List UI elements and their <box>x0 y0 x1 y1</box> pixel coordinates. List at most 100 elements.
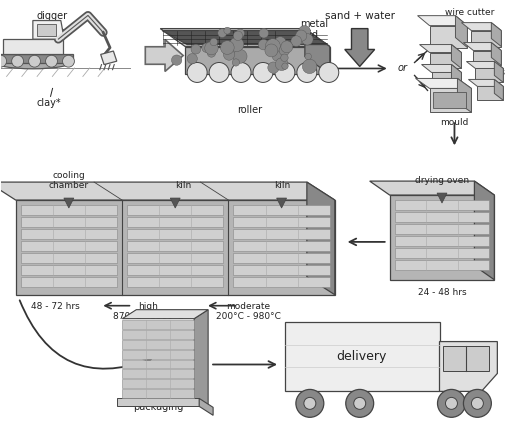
Circle shape <box>274 37 286 49</box>
Bar <box>233 265 330 275</box>
Circle shape <box>172 55 182 65</box>
Circle shape <box>354 398 366 409</box>
Bar <box>395 248 489 258</box>
Bar <box>395 212 489 222</box>
Polygon shape <box>194 310 208 407</box>
Bar <box>127 265 223 275</box>
Polygon shape <box>439 341 497 391</box>
Circle shape <box>253 62 273 82</box>
Polygon shape <box>477 87 503 100</box>
Polygon shape <box>421 65 461 73</box>
Text: bricks: bricks <box>478 68 505 77</box>
Polygon shape <box>476 68 503 82</box>
Bar <box>127 253 223 263</box>
Circle shape <box>191 44 201 54</box>
Text: digger: digger <box>37 11 68 21</box>
Polygon shape <box>122 310 208 319</box>
Bar <box>127 229 223 239</box>
Text: high: high <box>138 302 158 311</box>
Text: wire cutter: wire cutter <box>445 8 494 16</box>
Polygon shape <box>434 90 461 104</box>
Circle shape <box>62 55 74 67</box>
Circle shape <box>296 33 307 44</box>
Polygon shape <box>466 62 503 68</box>
Bar <box>122 349 194 359</box>
Bar <box>122 360 194 368</box>
Polygon shape <box>416 78 472 88</box>
Circle shape <box>291 36 302 46</box>
Bar <box>127 217 223 227</box>
Text: kiln: kiln <box>175 181 191 190</box>
Circle shape <box>282 63 288 69</box>
Text: sand + water: sand + water <box>325 11 395 21</box>
Polygon shape <box>276 198 287 208</box>
Circle shape <box>279 45 290 56</box>
Text: 200°C - 980°C: 200°C - 980°C <box>216 312 281 321</box>
Polygon shape <box>432 73 461 87</box>
Circle shape <box>202 43 211 52</box>
Circle shape <box>229 37 244 51</box>
Polygon shape <box>16 200 335 295</box>
Bar <box>233 217 330 227</box>
Bar <box>122 330 194 338</box>
Circle shape <box>218 29 227 38</box>
Bar <box>233 277 330 287</box>
Polygon shape <box>472 31 501 46</box>
Circle shape <box>268 62 279 73</box>
Polygon shape <box>199 398 213 415</box>
Text: drying oven: drying oven <box>415 176 470 185</box>
Circle shape <box>304 398 316 409</box>
Circle shape <box>223 49 234 60</box>
Bar <box>117 398 199 406</box>
Circle shape <box>281 54 288 62</box>
Ellipse shape <box>0 54 73 69</box>
Polygon shape <box>160 29 330 46</box>
Bar <box>122 379 194 388</box>
Polygon shape <box>345 29 375 67</box>
Circle shape <box>295 30 307 41</box>
Circle shape <box>210 38 218 46</box>
Polygon shape <box>430 88 472 112</box>
Polygon shape <box>101 51 117 65</box>
Bar <box>20 265 117 275</box>
Circle shape <box>259 28 269 38</box>
Bar <box>122 319 194 329</box>
Circle shape <box>12 55 24 67</box>
Circle shape <box>438 390 465 417</box>
Polygon shape <box>424 84 461 90</box>
Polygon shape <box>418 16 467 26</box>
Polygon shape <box>433 92 466 108</box>
Bar <box>395 236 489 246</box>
Circle shape <box>272 51 283 61</box>
Bar <box>122 370 194 379</box>
Circle shape <box>305 53 311 60</box>
Polygon shape <box>162 31 328 45</box>
Polygon shape <box>492 23 501 46</box>
Bar <box>395 224 489 234</box>
Polygon shape <box>3 39 62 54</box>
Text: moderate: moderate <box>226 302 270 311</box>
Circle shape <box>445 398 457 409</box>
Polygon shape <box>495 62 503 82</box>
Circle shape <box>297 62 317 82</box>
Text: clay*: clay* <box>36 98 61 108</box>
Circle shape <box>187 54 197 64</box>
Polygon shape <box>443 346 489 371</box>
Circle shape <box>259 39 269 50</box>
Bar <box>20 253 117 263</box>
Polygon shape <box>170 198 180 208</box>
Bar <box>233 241 330 251</box>
Circle shape <box>205 41 218 55</box>
Text: kiln: kiln <box>274 181 290 190</box>
Circle shape <box>233 49 247 63</box>
Polygon shape <box>64 198 74 208</box>
Circle shape <box>29 55 40 67</box>
Polygon shape <box>456 16 467 48</box>
Polygon shape <box>463 43 501 51</box>
Text: or: or <box>398 63 408 73</box>
Bar <box>395 200 489 210</box>
Polygon shape <box>461 23 501 31</box>
Bar <box>20 205 117 215</box>
Text: roller: roller <box>238 106 263 115</box>
Bar <box>127 241 223 251</box>
